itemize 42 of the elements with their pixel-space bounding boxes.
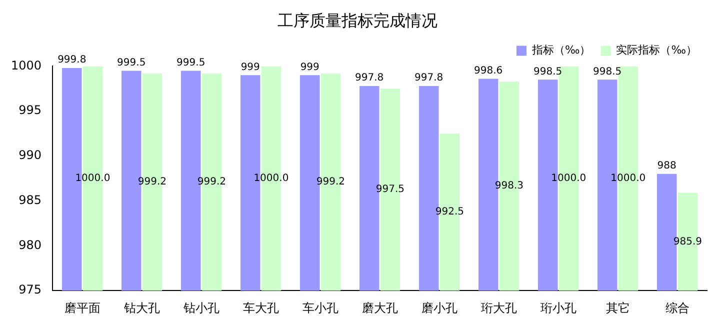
data-label: 999.2 [138, 176, 167, 188]
data-label: 998.3 [494, 180, 524, 192]
x-tick-label: 钻大孔 [122, 300, 160, 315]
x-tick-label: 磨小孔 [421, 300, 458, 315]
x-tick-label: 其它 [606, 300, 630, 315]
y-tick-label: 990 [18, 148, 42, 162]
legend-label: 实际指标（‰） [616, 44, 698, 57]
data-label: 1000.0 [610, 172, 646, 184]
data-label: 998.5 [534, 66, 562, 78]
y-tick-label: 980 [18, 238, 42, 252]
data-label: 998.6 [474, 65, 503, 76]
data-label: 988 [657, 160, 676, 172]
data-label: 997.8 [355, 72, 384, 84]
data-label: 992.5 [435, 206, 464, 218]
y-tick-label: 975 [18, 282, 42, 297]
data-label: 985.9 [673, 236, 702, 248]
data-label: 999.5 [117, 57, 146, 68]
data-label: 999 [240, 62, 260, 73]
x-tick-label: 磨大孔 [362, 300, 398, 315]
data-label: 997.5 [376, 184, 404, 196]
x-tick-label: 珩大孔 [480, 300, 517, 315]
x-tick-label: 钻小孔 [182, 300, 220, 315]
y-tick-label: 1000 [10, 58, 42, 72]
data-label: 1000.0 [75, 172, 110, 184]
x-tick-label: 综合 [665, 300, 690, 315]
data-label: 998.5 [593, 66, 622, 78]
y-tick-label: 995 [18, 103, 42, 118]
y-tick-label: 985 [18, 192, 42, 207]
data-label: 999.5 [176, 57, 206, 68]
data-label: 999.2 [316, 176, 346, 188]
legend-label: 指标（‰） [530, 44, 591, 57]
x-tick-label: 珩小孔 [540, 300, 576, 315]
data-label: 997.8 [414, 72, 444, 84]
data-label: 999.2 [197, 176, 226, 188]
data-label: 999.8 [58, 54, 86, 66]
chart-title: 工序质量指标完成情况 [278, 10, 438, 30]
data-label: 999 [300, 62, 320, 73]
data-label: 1000.0 [254, 172, 289, 184]
x-tick-label: 车大孔 [242, 300, 279, 315]
x-tick-label: 磨平面 [64, 300, 100, 315]
x-tick-label: 车小孔 [302, 300, 338, 315]
data-label: 1000.0 [551, 172, 586, 184]
